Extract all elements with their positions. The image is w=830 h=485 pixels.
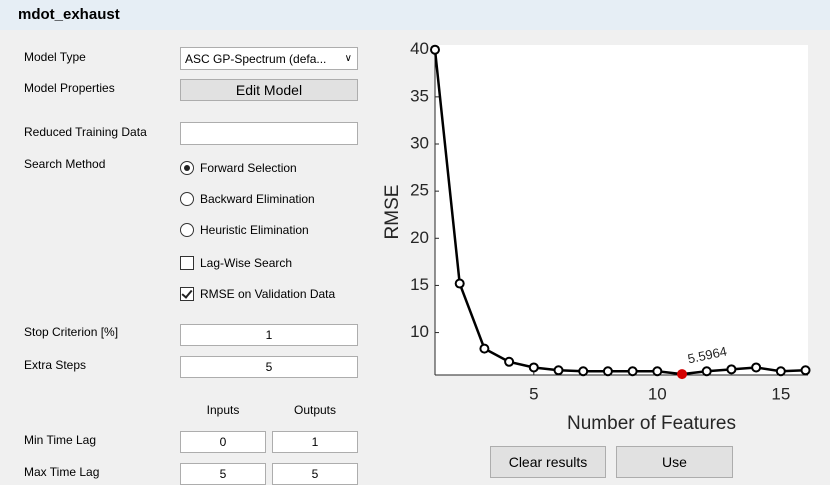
check-icon xyxy=(180,287,194,301)
point xyxy=(775,366,786,377)
y-tick-label: 35 xyxy=(410,86,429,105)
point xyxy=(553,365,564,376)
point xyxy=(430,44,440,55)
x-axis-label: Number of Features xyxy=(567,413,736,434)
check-option[interactable]: Lag-Wise Search xyxy=(180,256,292,270)
y-tick-label: 15 xyxy=(410,275,429,294)
point xyxy=(726,364,737,375)
option-label: Heuristic Elimination xyxy=(200,223,309,237)
point xyxy=(479,343,490,354)
point xyxy=(578,366,589,377)
point xyxy=(701,366,712,377)
line xyxy=(433,49,806,376)
label: Model Properties xyxy=(24,81,115,95)
text-input[interactable] xyxy=(180,122,358,145)
point xyxy=(528,362,539,373)
radio-icon xyxy=(180,161,194,175)
x-tick-label: 5 xyxy=(529,384,538,403)
x-tick-label: 10 xyxy=(648,384,667,403)
dropdown-arrow: ∨ xyxy=(344,53,352,64)
label: Extra Steps xyxy=(24,358,87,372)
text-input[interactable]: 1 xyxy=(272,431,358,453)
clear-results-button[interactable]: Clear results xyxy=(490,446,606,478)
label: Max Time Lag xyxy=(24,465,100,479)
panel-title: mdot_exhaust xyxy=(18,6,120,23)
point xyxy=(751,362,762,373)
point xyxy=(627,366,638,377)
point xyxy=(677,369,688,380)
y-tick-label: 30 xyxy=(410,133,429,152)
option-label: Backward Elimination xyxy=(200,192,315,206)
point xyxy=(454,278,465,289)
text-input[interactable]: 5 xyxy=(180,356,358,378)
label: Stop Criterion [%] xyxy=(24,325,119,339)
plot-area xyxy=(435,45,808,375)
header-bar xyxy=(0,0,830,30)
dropdown[interactable]: ASC GP-Spectrum (defa... ∨ xyxy=(180,47,358,70)
y-tick-label: 40 xyxy=(410,39,429,58)
y-tick-label: 10 xyxy=(410,322,429,341)
use-button[interactable]: Use xyxy=(616,446,733,478)
label: Search Method xyxy=(24,157,106,171)
radio-option[interactable]: Heuristic Elimination xyxy=(180,223,309,237)
text-input[interactable]: 5 xyxy=(180,463,266,485)
option-label: Lag-Wise Search xyxy=(200,256,293,270)
point xyxy=(504,356,515,367)
label: Model Type xyxy=(24,50,86,64)
radio-icon xyxy=(180,223,194,237)
column-header: Outputs xyxy=(293,403,337,417)
radio-option[interactable]: Backward Elimination xyxy=(180,192,315,206)
point xyxy=(652,366,663,377)
label: Min Time Lag xyxy=(24,433,97,447)
label: Reduced Training Data xyxy=(24,125,147,139)
check-option[interactable]: RMSE on Validation Data xyxy=(180,287,335,301)
option-label: Forward Selection xyxy=(200,161,297,175)
dropdown-value: ASC GP-Spectrum (defa... xyxy=(185,51,327,66)
point xyxy=(800,365,811,376)
radio-option[interactable]: Forward Selection xyxy=(180,161,297,175)
edit-model-button[interactable]: Edit Model xyxy=(180,79,358,101)
column-header: Inputs xyxy=(206,403,240,417)
text-input[interactable]: 1 xyxy=(180,324,358,346)
x-tick-label: 15 xyxy=(771,384,790,403)
point xyxy=(602,366,613,377)
radio-icon xyxy=(180,192,194,206)
y-tick-label: 20 xyxy=(410,228,429,247)
check-icon xyxy=(180,256,194,270)
y-axis-label: RMSE xyxy=(382,185,403,240)
y-tick-label: 25 xyxy=(410,181,429,200)
text-input[interactable]: 0 xyxy=(180,431,266,453)
option-label: RMSE on Validation Data xyxy=(200,287,336,301)
text-input[interactable]: 5 xyxy=(272,463,358,485)
